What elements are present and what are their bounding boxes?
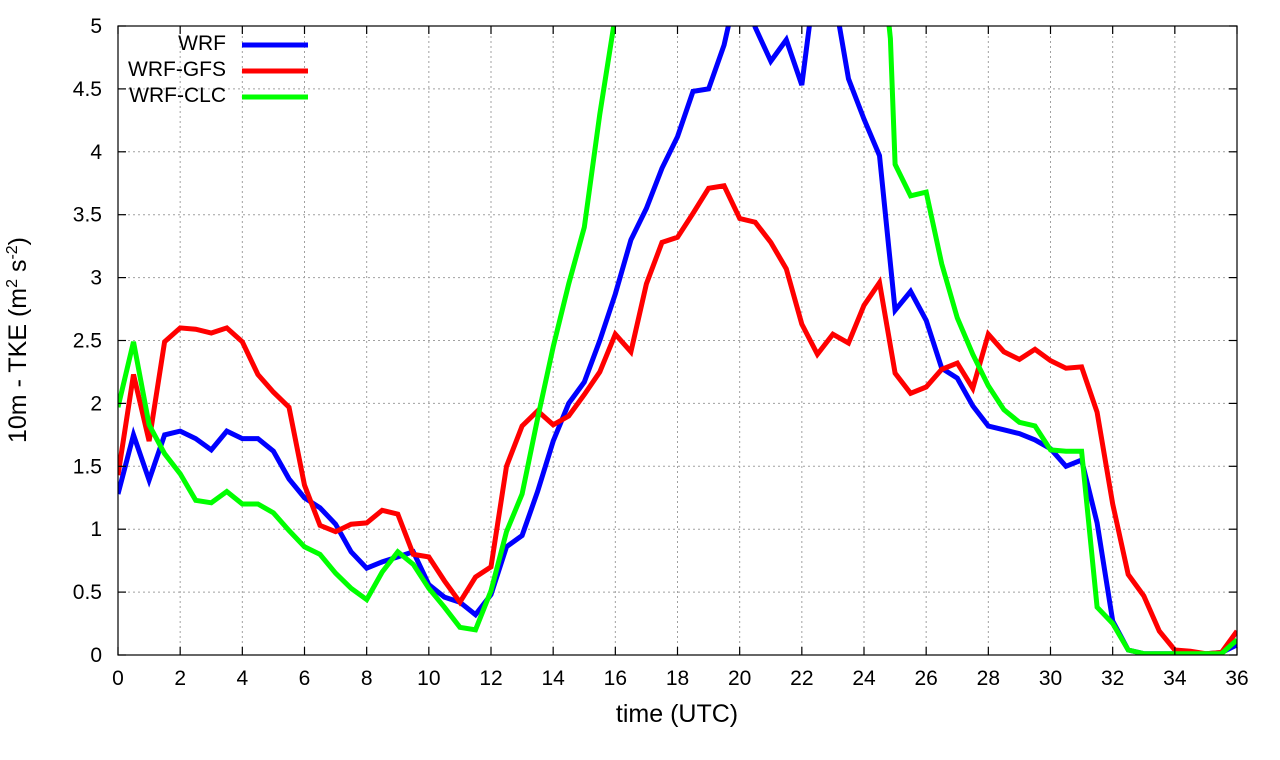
x-tick-label: 4 [236,667,248,690]
x-tick-label: 18 [666,667,689,690]
y-tick-label: 2 [90,392,102,415]
series-line-wrf-gfs [118,183,1237,655]
y-axis-title-sup1: 2 [4,279,21,288]
y-tick-label: 3.5 [73,204,102,227]
x-tick-label: 6 [299,667,311,690]
legend-label-wrf-gfs: WRF-GFS [128,58,226,81]
x-tick-label: 34 [1163,667,1187,690]
x-tick-label: 30 [1039,667,1062,690]
x-tick-label: 2 [174,667,186,690]
y-axis-title-main: 10m - TKE (m [4,288,32,443]
x-tick-label: 22 [790,667,813,690]
tick-labels: 0 2 4 6 8 10 12 14 16 18 20 22 24 26 28 30 32 34 3600.511.… [73,15,1249,690]
x-tick-label: 16 [604,667,627,690]
axis-ticks [117,25,1238,656]
series-line-wrf-clc [118,26,1237,655]
y-axis-title-end: ) [4,237,32,245]
x-tick-label: 14 [541,667,565,690]
x-tick-label: 0 [112,667,124,690]
y-tick-label: 1 [90,518,102,541]
y-axis-title: 10m - TKE (m2 s-2) [4,237,32,443]
x-tick-label: 8 [361,667,373,690]
y-tick-label: 2.5 [73,330,102,353]
y-tick-label: 0 [90,644,102,667]
legend-label-wrf: WRF [178,32,226,55]
x-tick-label: 26 [914,667,937,690]
y-tick-label: 4 [90,141,102,164]
x-tick-label: 36 [1225,667,1248,690]
y-tick-label: 4.5 [73,78,102,101]
y-axis-title-sup2: -2 [4,245,21,259]
x-tick-label: 10 [417,667,440,690]
x-tick-label: 12 [479,667,502,690]
x-tick-label: 24 [852,667,876,690]
x-axis-title: time (UTC) [616,700,738,728]
y-tick-label: 3 [90,267,102,290]
grid [118,26,1237,655]
series-group [118,26,1237,655]
y-tick-label: 0.5 [73,581,102,604]
y-tick-label: 5 [90,15,102,38]
y-tick-label: 1.5 [73,455,102,478]
legend: WRF WRF-GFS WRF-CLC [128,32,308,107]
x-tick-label: 28 [977,667,1000,690]
legend-label-wrf-clc: WRF-CLC [129,84,226,107]
x-tick-label: 20 [728,667,751,690]
x-tick-label: 32 [1101,667,1124,690]
y-axis-title-mid: s [4,260,32,279]
